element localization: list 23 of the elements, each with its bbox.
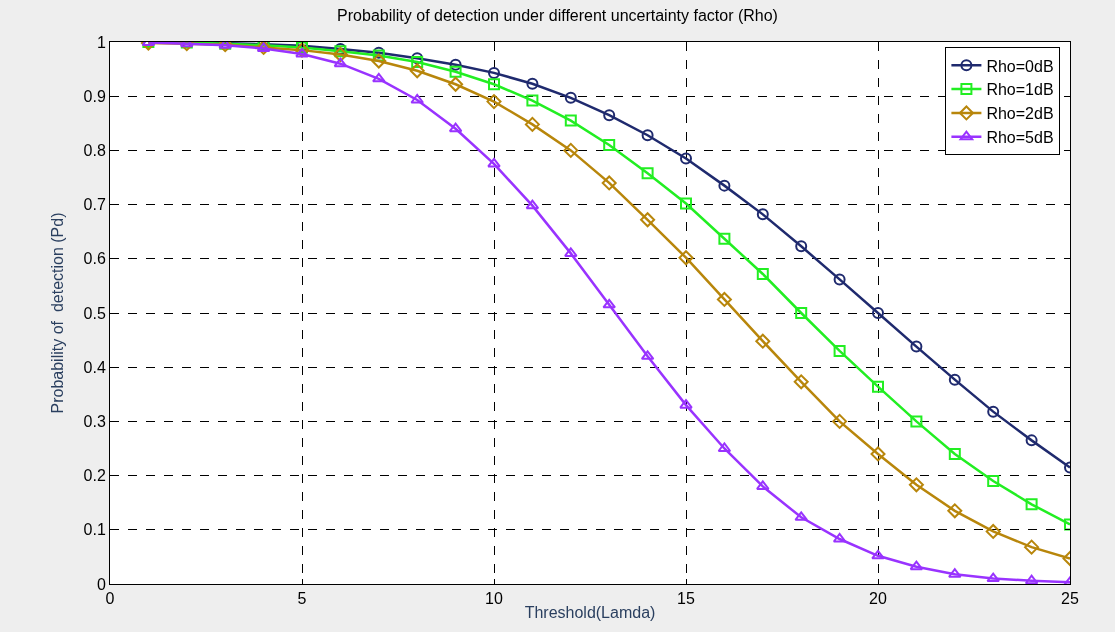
x-tick-label: 15 <box>677 590 695 608</box>
legend-label: Rho=5dB <box>986 128 1054 146</box>
x-axis-title: Threshold(Lamda) <box>524 603 656 621</box>
legend-label: Rho=2dB <box>986 105 1054 123</box>
y-tick-label: 0.7 <box>83 196 106 214</box>
legend-label: Rho=0dB <box>986 57 1054 75</box>
x-tick-label: 20 <box>869 590 887 608</box>
y-tick-label: 0.5 <box>83 304 106 322</box>
y-tick-label: 0 <box>96 575 106 593</box>
y-tick-label: 1 <box>96 33 106 51</box>
y-tick-label: 0.1 <box>83 521 106 539</box>
y-tick-label: 0.8 <box>83 142 106 159</box>
y-tick-label: 0.9 <box>83 87 106 105</box>
y-tick-label: 0.2 <box>83 467 106 485</box>
x-tick-label: 25 <box>1061 590 1079 608</box>
x-tick-label: 10 <box>485 590 503 608</box>
y-tick-label: 0.3 <box>83 413 106 430</box>
y-axis-title: Probability of detection (Pd) <box>49 212 67 414</box>
y-tick-label: 0.4 <box>83 358 106 376</box>
chart-title: Probability of detection under different uncertainty factor (Rho) <box>337 6 778 24</box>
legend-label: Rho=1dB <box>986 81 1054 99</box>
y-tick-label: 0.6 <box>83 250 106 268</box>
x-tick-label: 5 <box>297 590 307 608</box>
